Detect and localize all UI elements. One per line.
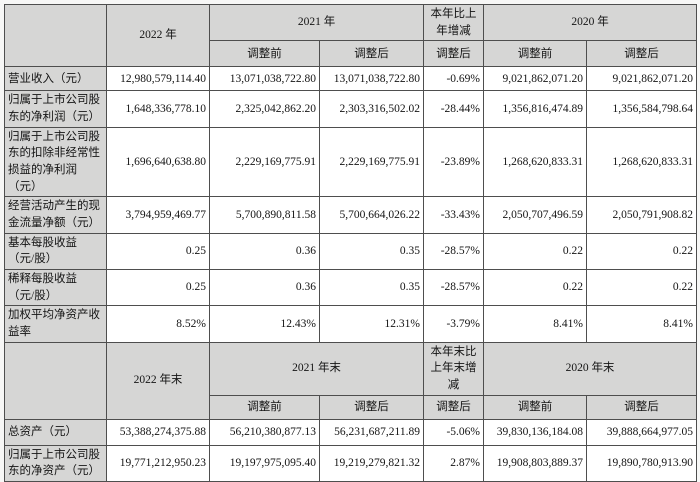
table-row-weighted-avg-roe: 加权平均净资产收益率 8.52% 12.43% 12.31% -3.79% 8.… <box>4 305 697 343</box>
header-yoy-end-change: 本年末比上年末增减 <box>423 341 484 396</box>
subheader-2020-before: 调整前 <box>483 40 587 68</box>
table-cell: 19,771,212,950.23 <box>106 444 210 482</box>
table-cell: 2,229,169,775.91 <box>209 126 320 198</box>
subheader-2021-end-before: 调整前 <box>209 394 320 420</box>
table-cell: -28.44% <box>423 90 484 128</box>
subheader-end-change-after: 调整后 <box>423 394 484 420</box>
table-cell: 39,888,664,977.05 <box>586 418 697 446</box>
section1-header-row-top: 2022 年 2021 年 本年比上年增减 2020 年 <box>4 3 697 68</box>
header-yoy-change: 本年比上年增减 <box>423 3 484 42</box>
table-cell: 0.36 <box>209 232 320 271</box>
header-2022-end: 2022 年末 <box>106 341 210 420</box>
section1-header-row-sub: 调整前 调整后 调整后 调整前 调整后 <box>5 40 697 68</box>
row-label: 加权平均净资产收益率 <box>4 305 107 343</box>
table-cell: 12,980,579,114.40 <box>106 66 210 92</box>
table-cell: 3,794,959,469.77 <box>106 196 210 234</box>
table-cell: 0.22 <box>483 232 587 271</box>
row-label: 经营活动产生的现金流量净额（元） <box>4 196 107 234</box>
subheader-2021-after: 调整后 <box>319 40 424 68</box>
row-label: 营业收入（元） <box>4 66 107 92</box>
row-label: 基本每股收益（元/股） <box>4 232 107 271</box>
corner-cell <box>4 341 107 420</box>
table-cell: 12.43% <box>209 305 320 343</box>
table-cell: 2,229,169,775.91 <box>319 126 424 198</box>
table-cell: 56,210,380,877.13 <box>209 418 320 446</box>
table-cell: 5,700,890,811.58 <box>209 196 320 234</box>
table-cell: 0.35 <box>319 232 424 271</box>
header-2020-end: 2020 年末 <box>483 341 697 396</box>
table-cell: 13,071,038,722.80 <box>319 66 424 92</box>
section2-header-row-top: 2022 年末 2021 年末 本年末比上年末增减 2020 年末 <box>4 341 697 420</box>
table-cell: 0.36 <box>209 269 320 307</box>
table-cell: 1,648,336,778.10 <box>106 90 210 128</box>
row-label: 归属于上市公司股东的净资产（元） <box>4 444 107 482</box>
table-cell: 0.22 <box>586 269 697 307</box>
table-cell: 0.22 <box>586 232 697 271</box>
table-cell: 9,021,862,071.20 <box>586 66 697 92</box>
table-cell: 8.52% <box>106 305 210 343</box>
subheader-2020-end-before: 调整前 <box>483 394 587 420</box>
table-cell: 19,908,803,889.37 <box>483 444 587 482</box>
table-cell: 1,268,620,833.31 <box>483 126 587 198</box>
table-cell: 2.87% <box>423 444 484 482</box>
subheader-2021-before: 调整前 <box>209 40 320 68</box>
header-2022: 2022 年 <box>106 3 210 68</box>
document-page: 2022 年 2021 年 本年比上年增减 2020 年 调整前 调整后 调整后… <box>4 3 697 482</box>
table-cell: 1,356,816,474.89 <box>483 90 587 128</box>
table-cell: -33.43% <box>423 196 484 234</box>
table-cell: 1,696,640,638.80 <box>106 126 210 198</box>
table-cell: 0.22 <box>483 269 587 307</box>
table-cell: 56,231,687,211.89 <box>319 418 424 446</box>
table-cell: 19,219,279,821.32 <box>319 444 424 482</box>
table-cell: 2,050,791,908.82 <box>586 196 697 234</box>
header-2021: 2021 年 <box>209 3 424 42</box>
table-cell: 1,356,584,798.64 <box>586 90 697 128</box>
table-row-revenue: 营业收入（元） 12,980,579,114.40 13,071,038,722… <box>4 66 697 92</box>
table-row-diluted-eps: 稀释每股收益（元/股） 0.25 0.36 0.35 -28.57% 0.22 … <box>4 269 697 307</box>
table-row-basic-eps: 基本每股收益（元/股） 0.25 0.36 0.35 -28.57% 0.22 … <box>4 232 697 271</box>
table-cell: 8.41% <box>483 305 587 343</box>
table-row-net-assets: 归属于上市公司股东的净资产（元） 19,771,212,950.23 19,19… <box>4 444 697 482</box>
table-cell: 12.31% <box>319 305 424 343</box>
row-label: 总资产（元） <box>4 418 107 446</box>
table-cell: 0.25 <box>106 232 210 271</box>
table-cell: 19,890,780,913.90 <box>586 444 697 482</box>
section2-header-row-sub: 调整前 调整后 调整后 调整前 调整后 <box>5 394 697 420</box>
row-label: 归属于上市公司股东的扣除非经常性损益的净利润（元） <box>4 126 107 198</box>
table-cell: 2,303,316,502.02 <box>319 90 424 128</box>
table-cell: -23.89% <box>423 126 484 198</box>
table-cell: -28.57% <box>423 269 484 307</box>
table-cell: 0.35 <box>319 269 424 307</box>
table-cell: -3.79% <box>423 305 484 343</box>
table-cell: -28.57% <box>423 232 484 271</box>
header-2020: 2020 年 <box>483 3 697 42</box>
table-cell: -0.69% <box>423 66 484 92</box>
corner-cell <box>4 3 107 68</box>
table-row-net-profit-excl-nonrecurring: 归属于上市公司股东的扣除非经常性损益的净利润（元） 1,696,640,638.… <box>4 126 697 198</box>
table-cell: 2,325,042,862.20 <box>209 90 320 128</box>
table-cell: 13,071,038,722.80 <box>209 66 320 92</box>
subheader-2020-after: 调整后 <box>586 40 697 68</box>
table-cell: 8.41% <box>586 305 697 343</box>
table-cell: 2,050,707,496.59 <box>483 196 587 234</box>
table-cell: 1,268,620,833.31 <box>586 126 697 198</box>
table-cell: 5,700,664,026.22 <box>319 196 424 234</box>
table-row-total-assets: 总资产（元） 53,388,274,375.88 56,210,380,877.… <box>4 418 697 446</box>
subheader-2021-end-after: 调整后 <box>319 394 424 420</box>
table-cell: 0.25 <box>106 269 210 307</box>
subheader-2020-end-after: 调整后 <box>586 394 697 420</box>
financial-summary-table: 2022 年 2021 年 本年比上年增减 2020 年 调整前 调整后 调整后… <box>4 3 697 482</box>
table-row-operating-cash-flow: 经营活动产生的现金流量净额（元） 3,794,959,469.77 5,700,… <box>4 196 697 234</box>
table-cell: 39,830,136,184.08 <box>483 418 587 446</box>
table-cell: 9,021,862,071.20 <box>483 66 587 92</box>
row-label: 归属于上市公司股东的净利润（元） <box>4 90 107 128</box>
row-label: 稀释每股收益（元/股） <box>4 269 107 307</box>
table-cell: 53,388,274,375.88 <box>106 418 210 446</box>
subheader-change-after: 调整后 <box>423 40 484 68</box>
table-cell: -5.06% <box>423 418 484 446</box>
table-row-net-profit: 归属于上市公司股东的净利润（元） 1,648,336,778.10 2,325,… <box>4 90 697 128</box>
header-2021-end: 2021 年末 <box>209 341 424 396</box>
table-cell: 19,197,975,095.40 <box>209 444 320 482</box>
